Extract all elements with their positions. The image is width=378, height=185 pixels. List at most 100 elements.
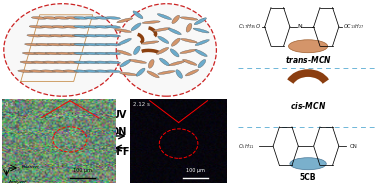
Ellipse shape (180, 49, 197, 54)
Ellipse shape (47, 43, 63, 46)
Ellipse shape (74, 52, 89, 55)
Ellipse shape (74, 26, 89, 28)
Text: 2.12 s: 2.12 s (133, 102, 150, 107)
Ellipse shape (29, 70, 45, 73)
Ellipse shape (70, 43, 86, 46)
Ellipse shape (18, 70, 34, 73)
Ellipse shape (120, 72, 137, 76)
Text: $C_{17}H_{35}O$: $C_{17}H_{35}O$ (238, 22, 261, 31)
Ellipse shape (195, 40, 209, 46)
Ellipse shape (4, 4, 121, 96)
Ellipse shape (63, 26, 79, 28)
Ellipse shape (29, 26, 45, 28)
Ellipse shape (158, 71, 175, 74)
Ellipse shape (133, 46, 140, 55)
Ellipse shape (168, 28, 181, 35)
Ellipse shape (160, 58, 169, 66)
Text: 100 μm: 100 μm (186, 169, 205, 174)
Ellipse shape (31, 61, 47, 64)
Ellipse shape (54, 61, 70, 64)
Ellipse shape (84, 43, 99, 46)
Ellipse shape (34, 52, 50, 55)
Text: 100 μm: 100 μm (73, 169, 92, 174)
Ellipse shape (22, 52, 38, 55)
Text: Polarizer: Polarizer (22, 165, 40, 169)
Ellipse shape (180, 17, 198, 20)
Ellipse shape (131, 23, 141, 31)
Ellipse shape (84, 34, 99, 37)
Ellipse shape (181, 38, 197, 43)
Ellipse shape (43, 17, 59, 19)
Ellipse shape (105, 43, 121, 46)
Ellipse shape (198, 59, 206, 68)
Ellipse shape (156, 47, 169, 54)
Ellipse shape (74, 34, 89, 37)
Ellipse shape (84, 17, 99, 19)
Ellipse shape (105, 70, 121, 73)
Ellipse shape (40, 26, 56, 28)
Ellipse shape (186, 23, 192, 32)
Text: OFF: OFF (108, 147, 130, 157)
Ellipse shape (45, 52, 61, 55)
Ellipse shape (133, 11, 143, 19)
Ellipse shape (193, 28, 209, 33)
Ellipse shape (84, 52, 99, 55)
Text: $\bfit{trans}$-MCN: $\bfit{trans}$-MCN (285, 54, 332, 65)
Ellipse shape (40, 70, 56, 73)
Ellipse shape (95, 34, 110, 37)
Text: $\bfit{cis}$-MCN: $\bfit{cis}$-MCN (290, 100, 326, 111)
Ellipse shape (25, 43, 40, 46)
Text: $OC_{13}H_{27}$: $OC_{13}H_{27}$ (343, 22, 364, 31)
Text: Analyzer: Analyzer (9, 180, 27, 184)
Ellipse shape (38, 34, 54, 37)
Text: UV: UV (112, 110, 127, 120)
Ellipse shape (105, 26, 121, 28)
Ellipse shape (74, 61, 89, 64)
Ellipse shape (105, 52, 121, 55)
Ellipse shape (63, 70, 79, 73)
Ellipse shape (195, 50, 207, 57)
Text: N: N (297, 24, 302, 29)
Ellipse shape (169, 61, 185, 66)
Ellipse shape (176, 70, 183, 78)
Ellipse shape (118, 38, 132, 45)
Ellipse shape (95, 17, 110, 19)
Ellipse shape (52, 70, 68, 73)
Ellipse shape (65, 61, 81, 64)
Ellipse shape (194, 18, 206, 25)
Ellipse shape (117, 18, 133, 23)
Ellipse shape (290, 158, 326, 170)
Ellipse shape (36, 43, 52, 46)
Text: 5CB: 5CB (300, 173, 316, 182)
Text: 0 s: 0 s (5, 102, 13, 107)
Ellipse shape (84, 61, 99, 64)
Ellipse shape (54, 17, 70, 19)
Ellipse shape (84, 70, 99, 73)
Ellipse shape (171, 38, 180, 46)
Ellipse shape (158, 36, 169, 43)
Ellipse shape (141, 41, 159, 44)
Ellipse shape (95, 61, 110, 64)
Ellipse shape (95, 26, 110, 28)
Ellipse shape (105, 34, 121, 37)
Ellipse shape (27, 34, 43, 37)
Ellipse shape (72, 34, 88, 37)
Ellipse shape (142, 21, 160, 24)
Ellipse shape (105, 17, 121, 19)
Ellipse shape (74, 70, 89, 73)
Text: $C_5H_{11}$: $C_5H_{11}$ (238, 142, 255, 151)
Ellipse shape (95, 52, 110, 55)
Text: ON: ON (111, 127, 127, 137)
Ellipse shape (31, 17, 47, 19)
Ellipse shape (116, 50, 132, 56)
Ellipse shape (153, 28, 170, 31)
Ellipse shape (65, 17, 81, 19)
Ellipse shape (129, 60, 147, 63)
Ellipse shape (172, 15, 180, 24)
Ellipse shape (105, 61, 121, 64)
Ellipse shape (95, 43, 110, 46)
Ellipse shape (20, 61, 36, 64)
Ellipse shape (185, 69, 199, 76)
Ellipse shape (74, 43, 89, 46)
Ellipse shape (114, 29, 132, 32)
